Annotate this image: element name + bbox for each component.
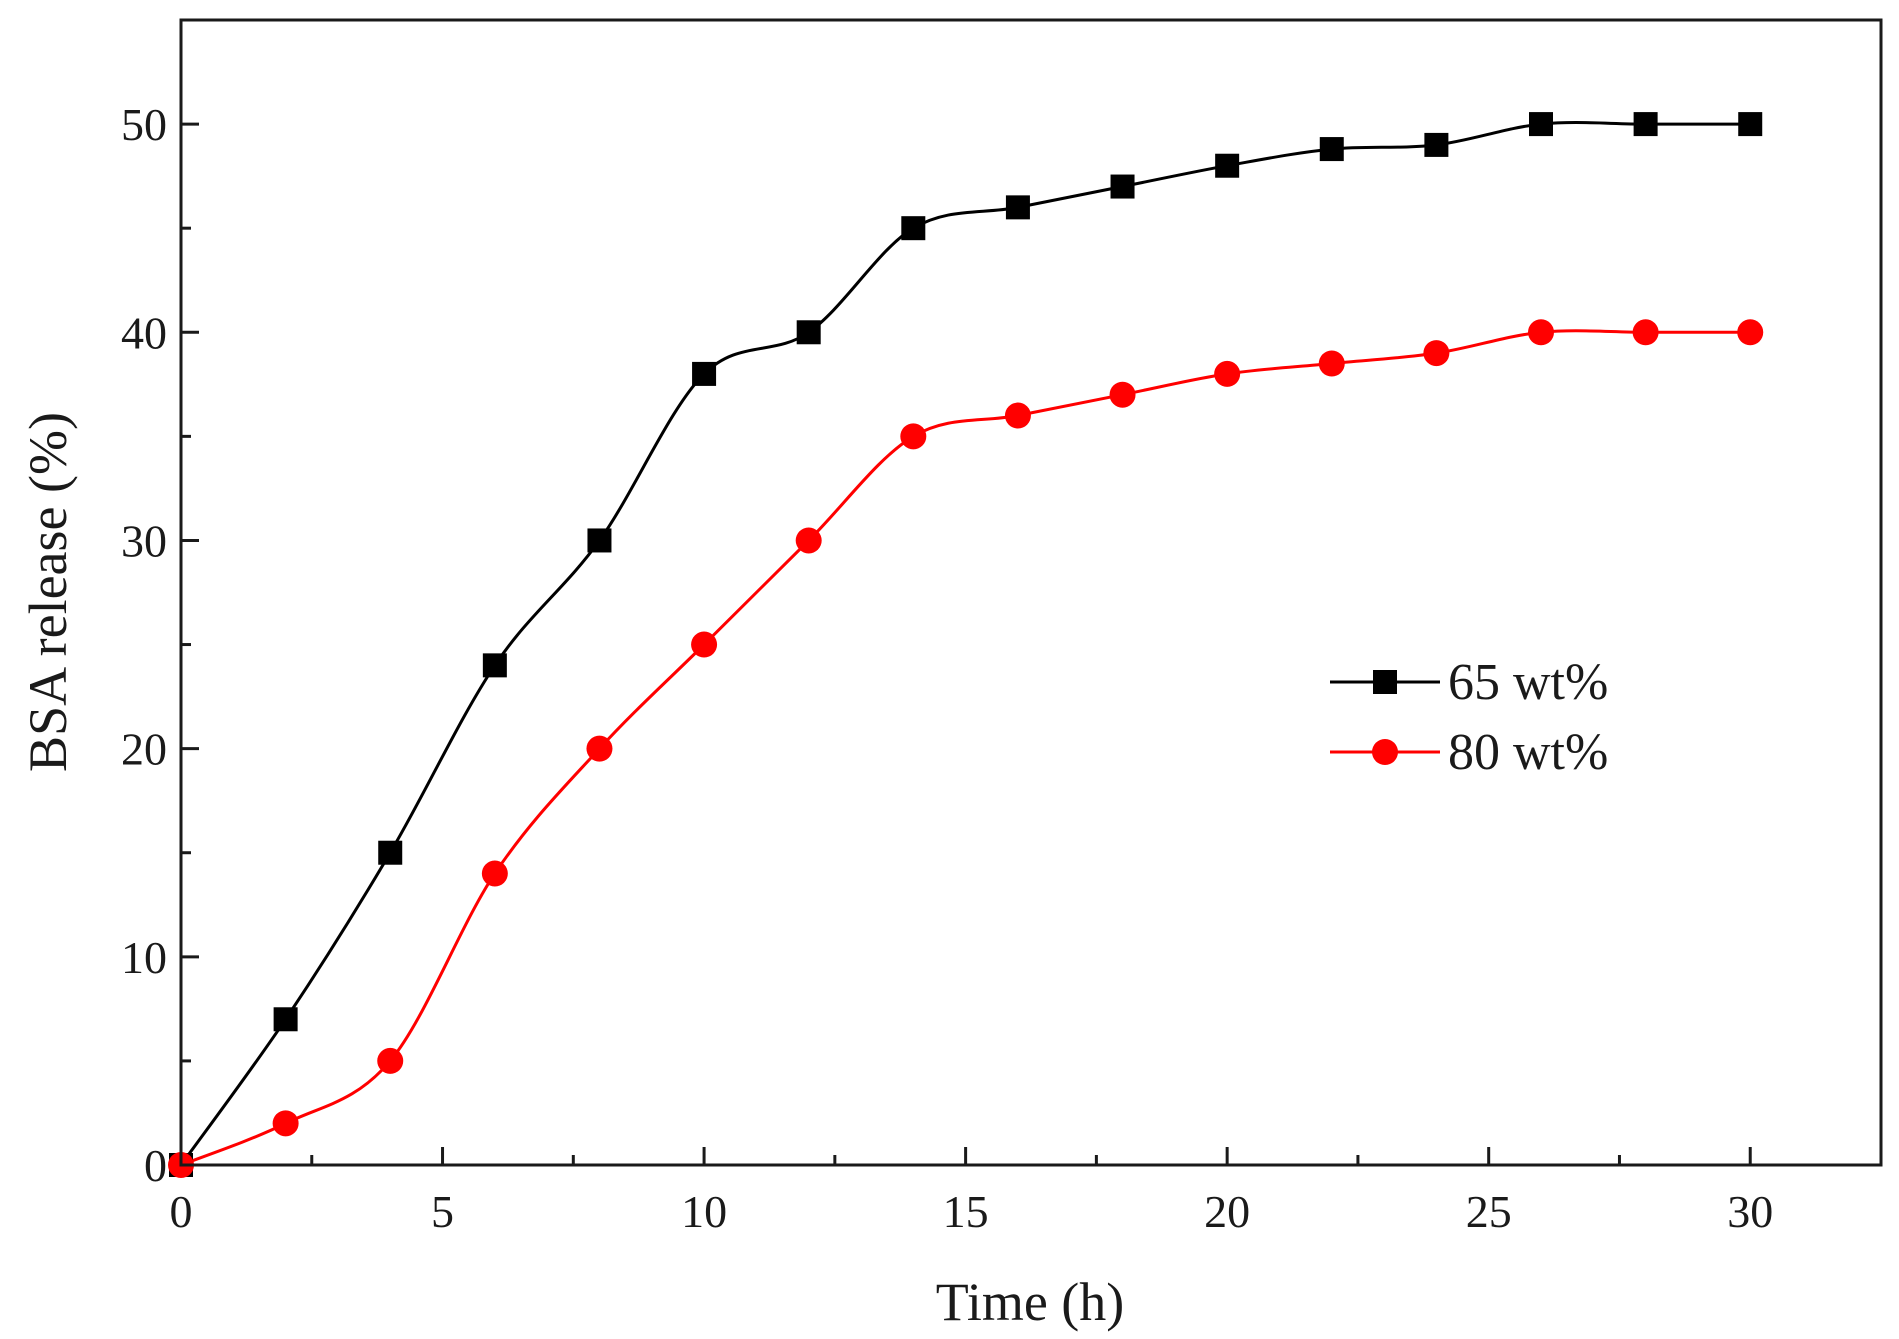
data-point-series-1 <box>1215 153 1240 178</box>
y-tick-label: 50 <box>121 99 167 150</box>
data-point-series-2 <box>586 735 613 762</box>
y-tick-label: 20 <box>121 724 167 775</box>
data-point-series-2 <box>272 1110 299 1137</box>
data-point-series-1 <box>1529 112 1553 137</box>
legend-marker-1 <box>1373 670 1397 694</box>
data-point-series-2 <box>691 631 718 658</box>
data-point-series-1 <box>1633 112 1658 137</box>
x-tick-label: 25 <box>1466 1186 1512 1237</box>
data-point-series-1 <box>587 528 612 553</box>
data-point-series-1 <box>1319 137 1344 162</box>
y-tick-label: 40 <box>121 307 167 358</box>
legend-label-1: 65 wt% <box>1448 654 1608 711</box>
y-axis-title: BSA release (%) <box>18 412 78 772</box>
data-point-series-1 <box>1005 195 1030 220</box>
x-tick-label: 0 <box>170 1186 193 1237</box>
data-point-series-1 <box>796 320 821 345</box>
x-tick-label: 30 <box>1727 1186 1773 1237</box>
plot-frame <box>179 18 1883 1167</box>
x-tick-label: 10 <box>681 1186 727 1237</box>
data-point-series-1 <box>1738 112 1763 137</box>
axis-tick-labels: 0 5 10 15 20 25 30 0 10 20 30 40 50 <box>121 99 1773 1237</box>
x-tick-label: 5 <box>431 1186 454 1237</box>
data-point-series-2 <box>1214 360 1241 387</box>
data-point-series-2 <box>1528 319 1554 346</box>
legend-label-2: 80 wt% <box>1448 724 1608 781</box>
y-tick-label: 0 <box>144 1140 167 1191</box>
data-point-series-2 <box>900 423 927 450</box>
data-point-series-2 <box>481 860 508 887</box>
data-point-series-2 <box>1004 402 1031 429</box>
data-point-series-2 <box>1318 350 1345 377</box>
series-markers <box>168 112 1764 1178</box>
y-tick-label: 30 <box>121 515 167 566</box>
y-tick-label: 10 <box>121 932 167 983</box>
x-tick-label: 15 <box>943 1186 989 1237</box>
data-point-series-1 <box>901 216 926 241</box>
data-point-series-2 <box>795 527 822 554</box>
series-line-1 <box>179 121 1751 1166</box>
legend: 65 wt% 80 wt% <box>1330 654 1608 781</box>
data-point-series-1 <box>1424 132 1449 157</box>
data-point-series-1 <box>482 653 507 678</box>
data-point-series-1 <box>692 361 717 386</box>
data-point-series-2 <box>1423 340 1450 367</box>
x-tick-label: 20 <box>1204 1186 1250 1237</box>
data-point-series-2 <box>377 1047 404 1074</box>
data-point-series-2 <box>1109 381 1136 408</box>
data-point-series-2 <box>1737 319 1764 346</box>
legend-marker-2 <box>1372 739 1398 765</box>
data-point-series-1 <box>273 1007 298 1032</box>
x-axis-title: Time (h) <box>936 1272 1125 1332</box>
data-point-series-1 <box>378 840 403 865</box>
data-point-series-2 <box>1632 319 1659 346</box>
data-point-series-1 <box>1110 174 1135 199</box>
